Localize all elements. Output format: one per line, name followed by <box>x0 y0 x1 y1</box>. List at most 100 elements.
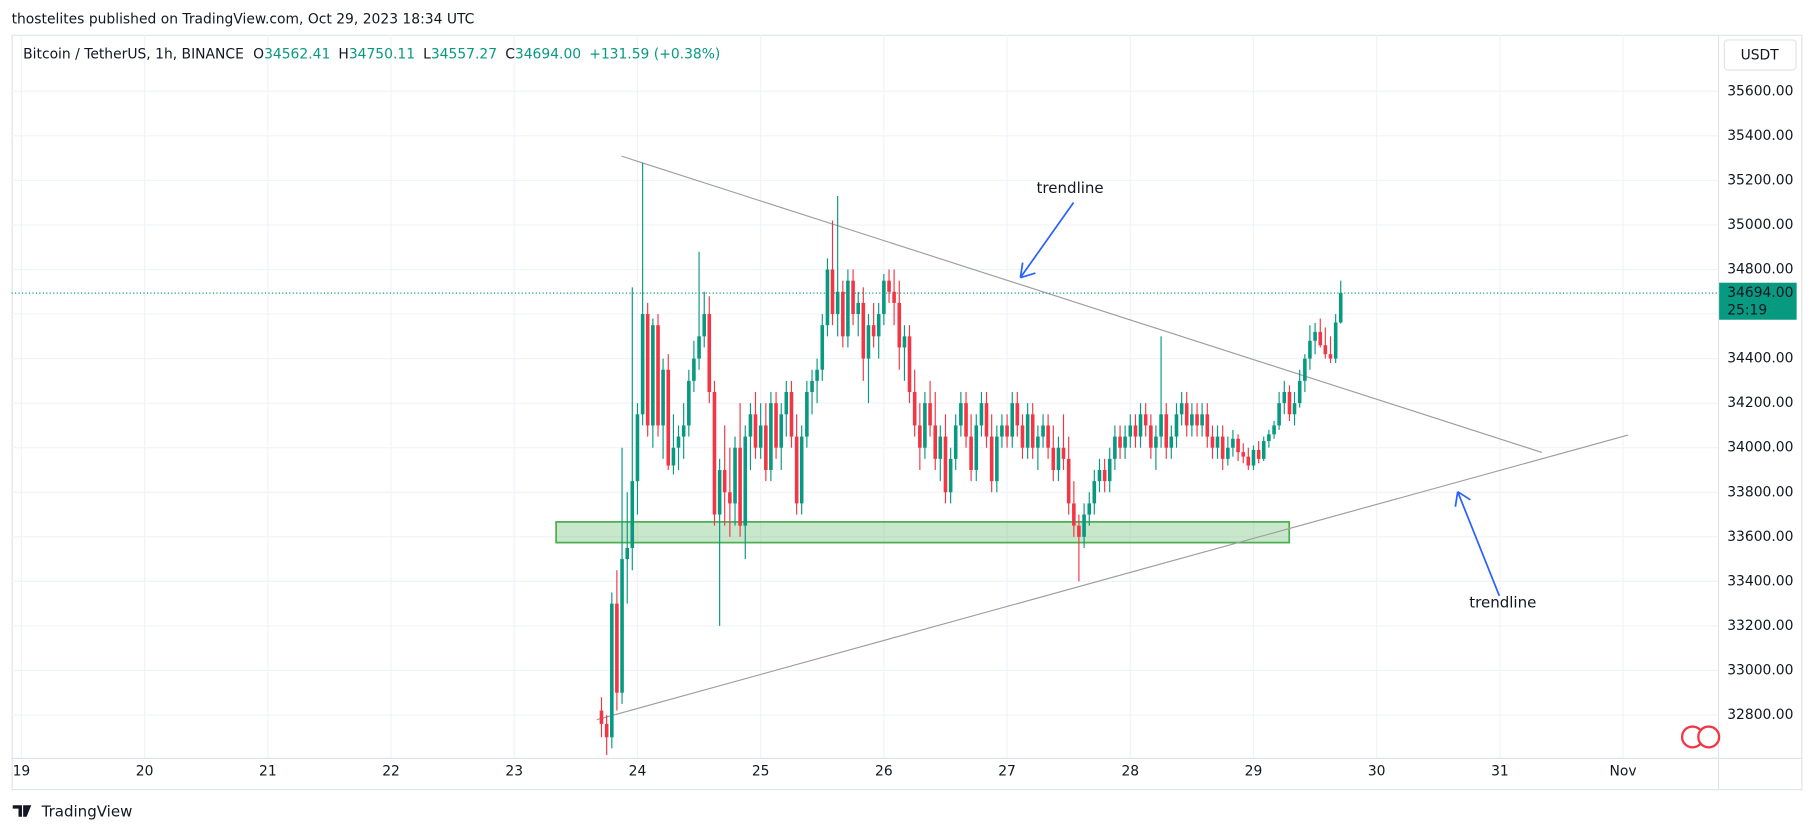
candle-body <box>645 314 650 426</box>
candle-body <box>1056 447 1061 470</box>
candle-body <box>728 492 732 504</box>
currency-label[interactable]: USDT <box>1741 48 1780 64</box>
candle-body <box>625 547 630 560</box>
candle-body <box>789 392 794 437</box>
candle-body <box>753 414 758 448</box>
y-tick-label: 35400.00 <box>1727 128 1793 144</box>
candle-body <box>979 403 984 426</box>
x-tick-label: 19 <box>13 764 31 780</box>
candle-body <box>799 436 804 504</box>
candle-body <box>676 436 681 448</box>
candle-body <box>918 425 922 448</box>
candle-body <box>712 392 717 515</box>
candle-body <box>779 414 784 448</box>
candle-body <box>794 436 799 504</box>
candle-body <box>681 425 686 437</box>
candle-body <box>892 291 896 303</box>
candle-body <box>933 425 938 459</box>
candle-body <box>769 403 773 470</box>
candle-body <box>989 436 994 482</box>
candle-body <box>1020 425 1025 448</box>
candle-body <box>635 414 640 482</box>
candle-body <box>871 325 876 337</box>
candle-body <box>630 481 635 548</box>
candle-body <box>733 447 737 504</box>
y-tick-label: 33200.00 <box>1727 618 1793 634</box>
currency-button[interactable] <box>1723 39 1797 71</box>
candle-body <box>702 314 707 337</box>
y-tick-label: 35000.00 <box>1727 217 1793 233</box>
candle-body <box>912 392 917 426</box>
candle-body <box>1226 447 1230 459</box>
candle-body <box>1133 425 1138 437</box>
trendline <box>621 155 1542 453</box>
legend-text: Bitcoin / TetherUS, 1h, BINANCE O34562.41… <box>23 46 720 62</box>
x-tick-label: 30 <box>1368 764 1386 780</box>
candle-body <box>1092 481 1097 504</box>
candle-body <box>1241 452 1246 457</box>
candle-body <box>1010 403 1015 437</box>
axes: 32800.00 33000.00 33200.00 33400.00 33600.00… <box>13 83 1797 780</box>
y-tick-label: 35200.00 <box>1727 172 1793 188</box>
countdown: 25:19 <box>1727 302 1767 318</box>
candle-body <box>1118 436 1122 448</box>
candle-body <box>604 723 609 738</box>
candle-body <box>1236 438 1240 453</box>
symbol: Bitcoin / TetherUS, 1h, BINANCE <box>23 46 244 62</box>
y-tick-label: 32800.00 <box>1727 707 1793 723</box>
candle-body <box>1328 354 1333 359</box>
candle-body <box>1102 469 1107 482</box>
candle-body <box>866 325 871 359</box>
candle-body <box>846 280 850 337</box>
candle-body <box>610 603 614 738</box>
candle-body <box>923 403 927 448</box>
candle-body <box>1318 331 1323 346</box>
candle-body <box>815 369 819 381</box>
candle-body <box>1261 441 1266 459</box>
x-tick-label: 26 <box>875 764 893 780</box>
candle-body <box>887 280 891 292</box>
last-price-box <box>1719 282 1797 320</box>
legend-value: 34562.41 <box>264 46 330 62</box>
legend-value: 34557.27 <box>431 46 497 62</box>
candle-body <box>620 559 624 693</box>
candle-body <box>1205 414 1210 437</box>
candle-body <box>876 314 881 337</box>
candle-body <box>738 447 742 526</box>
grid <box>11 34 1718 758</box>
y-tick-label: 33600.00 <box>1727 529 1793 545</box>
logo-text: TradingView <box>41 803 133 821</box>
legend-key: L <box>423 46 431 62</box>
candle-body <box>1164 414 1169 448</box>
chart-frame <box>11 34 1803 791</box>
legend-value: 34750.11 <box>349 46 415 62</box>
flag-icons <box>1680 725 1721 749</box>
flag-icon <box>1697 725 1721 749</box>
candle-body <box>1041 425 1045 437</box>
candle-body <box>1128 425 1133 437</box>
candle-body <box>599 710 604 724</box>
y-tick-label: 34200.00 <box>1727 395 1793 411</box>
candle-body <box>953 425 958 459</box>
candle-body <box>969 436 973 470</box>
candle-body <box>1308 340 1312 359</box>
logo-mark <box>12 805 32 817</box>
y-tick-label: 33000.00 <box>1727 662 1793 678</box>
legend-key: C <box>505 46 515 62</box>
x-tick-label: 31 <box>1491 764 1509 780</box>
candle-body <box>784 392 789 415</box>
candle-body <box>697 336 701 359</box>
candle-body <box>666 369 671 466</box>
candle-body <box>1282 392 1287 404</box>
annotation: trendline <box>1469 593 1536 611</box>
candle-body <box>1097 469 1102 482</box>
y-tick-label: 34800.00 <box>1727 262 1793 278</box>
candle-body <box>640 314 645 415</box>
candle-body <box>1077 525 1081 537</box>
arrow <box>1019 201 1075 279</box>
x-tick-label: 25 <box>752 764 770 780</box>
candle-body <box>1313 331 1317 341</box>
candle-body <box>995 436 999 482</box>
